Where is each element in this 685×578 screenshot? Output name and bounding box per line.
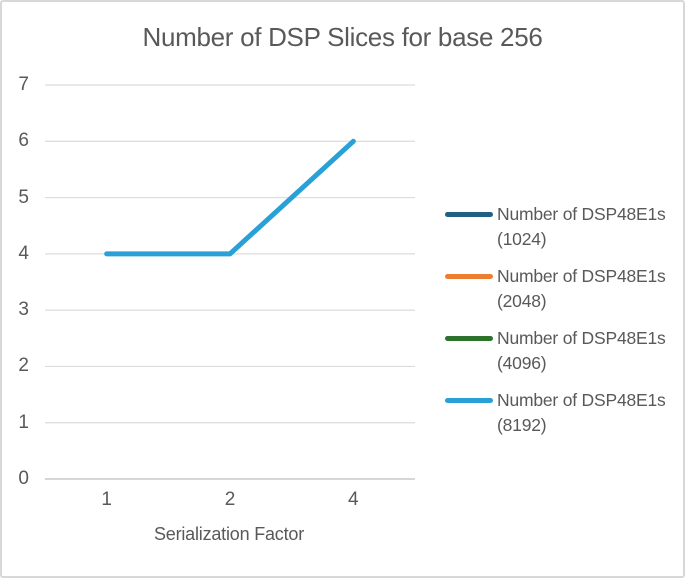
chart-title: Number of DSP Slices for base 256 xyxy=(142,22,543,52)
legend-label-1024: Number of DSP48E1s (1024) xyxy=(497,204,666,249)
y-tick-label: 1 xyxy=(18,411,29,433)
x-tick-label: 2 xyxy=(224,489,236,510)
y-tick-label: 6 xyxy=(18,130,29,152)
y-tick-label: 3 xyxy=(18,299,29,321)
legend-item-2048: Number of DSP48E1s (2048) xyxy=(445,264,666,314)
legend-label-8192: Number of DSP48E1s (8192) xyxy=(497,390,666,435)
x-tick-label: 1 xyxy=(101,489,112,510)
y-tick-label: 5 xyxy=(18,186,29,208)
y-tick-label: 2 xyxy=(18,355,29,377)
legend-label-2048: Number of DSP48E1s (2048) xyxy=(497,266,666,311)
legend: Number of DSP48E1s (1024) Number of DSP48E… xyxy=(445,202,666,438)
x-tick-label: 4 xyxy=(348,489,359,510)
series-line-8192 xyxy=(104,138,356,257)
y-tick-label: 7 xyxy=(18,74,29,95)
legend-label-4096: Number of DSP48E1s (4096) xyxy=(497,328,666,373)
legend-swatch-2048 xyxy=(445,274,493,279)
legend-swatch-8192 xyxy=(445,398,493,403)
y-tick-label: 4 xyxy=(18,242,29,264)
legend-item-8192: Number of DSP48E1s (8192) xyxy=(445,388,666,438)
legend-item-1024: Number of DSP48E1s (1024) xyxy=(445,202,666,252)
legend-swatch-1024 xyxy=(445,212,493,217)
legend-item-4096: Number of DSP48E1s (4096) xyxy=(445,326,666,376)
y-tick-label: 0 xyxy=(18,468,29,489)
x-axis-title: Serialization Factor xyxy=(153,524,305,544)
legend-swatch-4096 xyxy=(445,336,493,341)
